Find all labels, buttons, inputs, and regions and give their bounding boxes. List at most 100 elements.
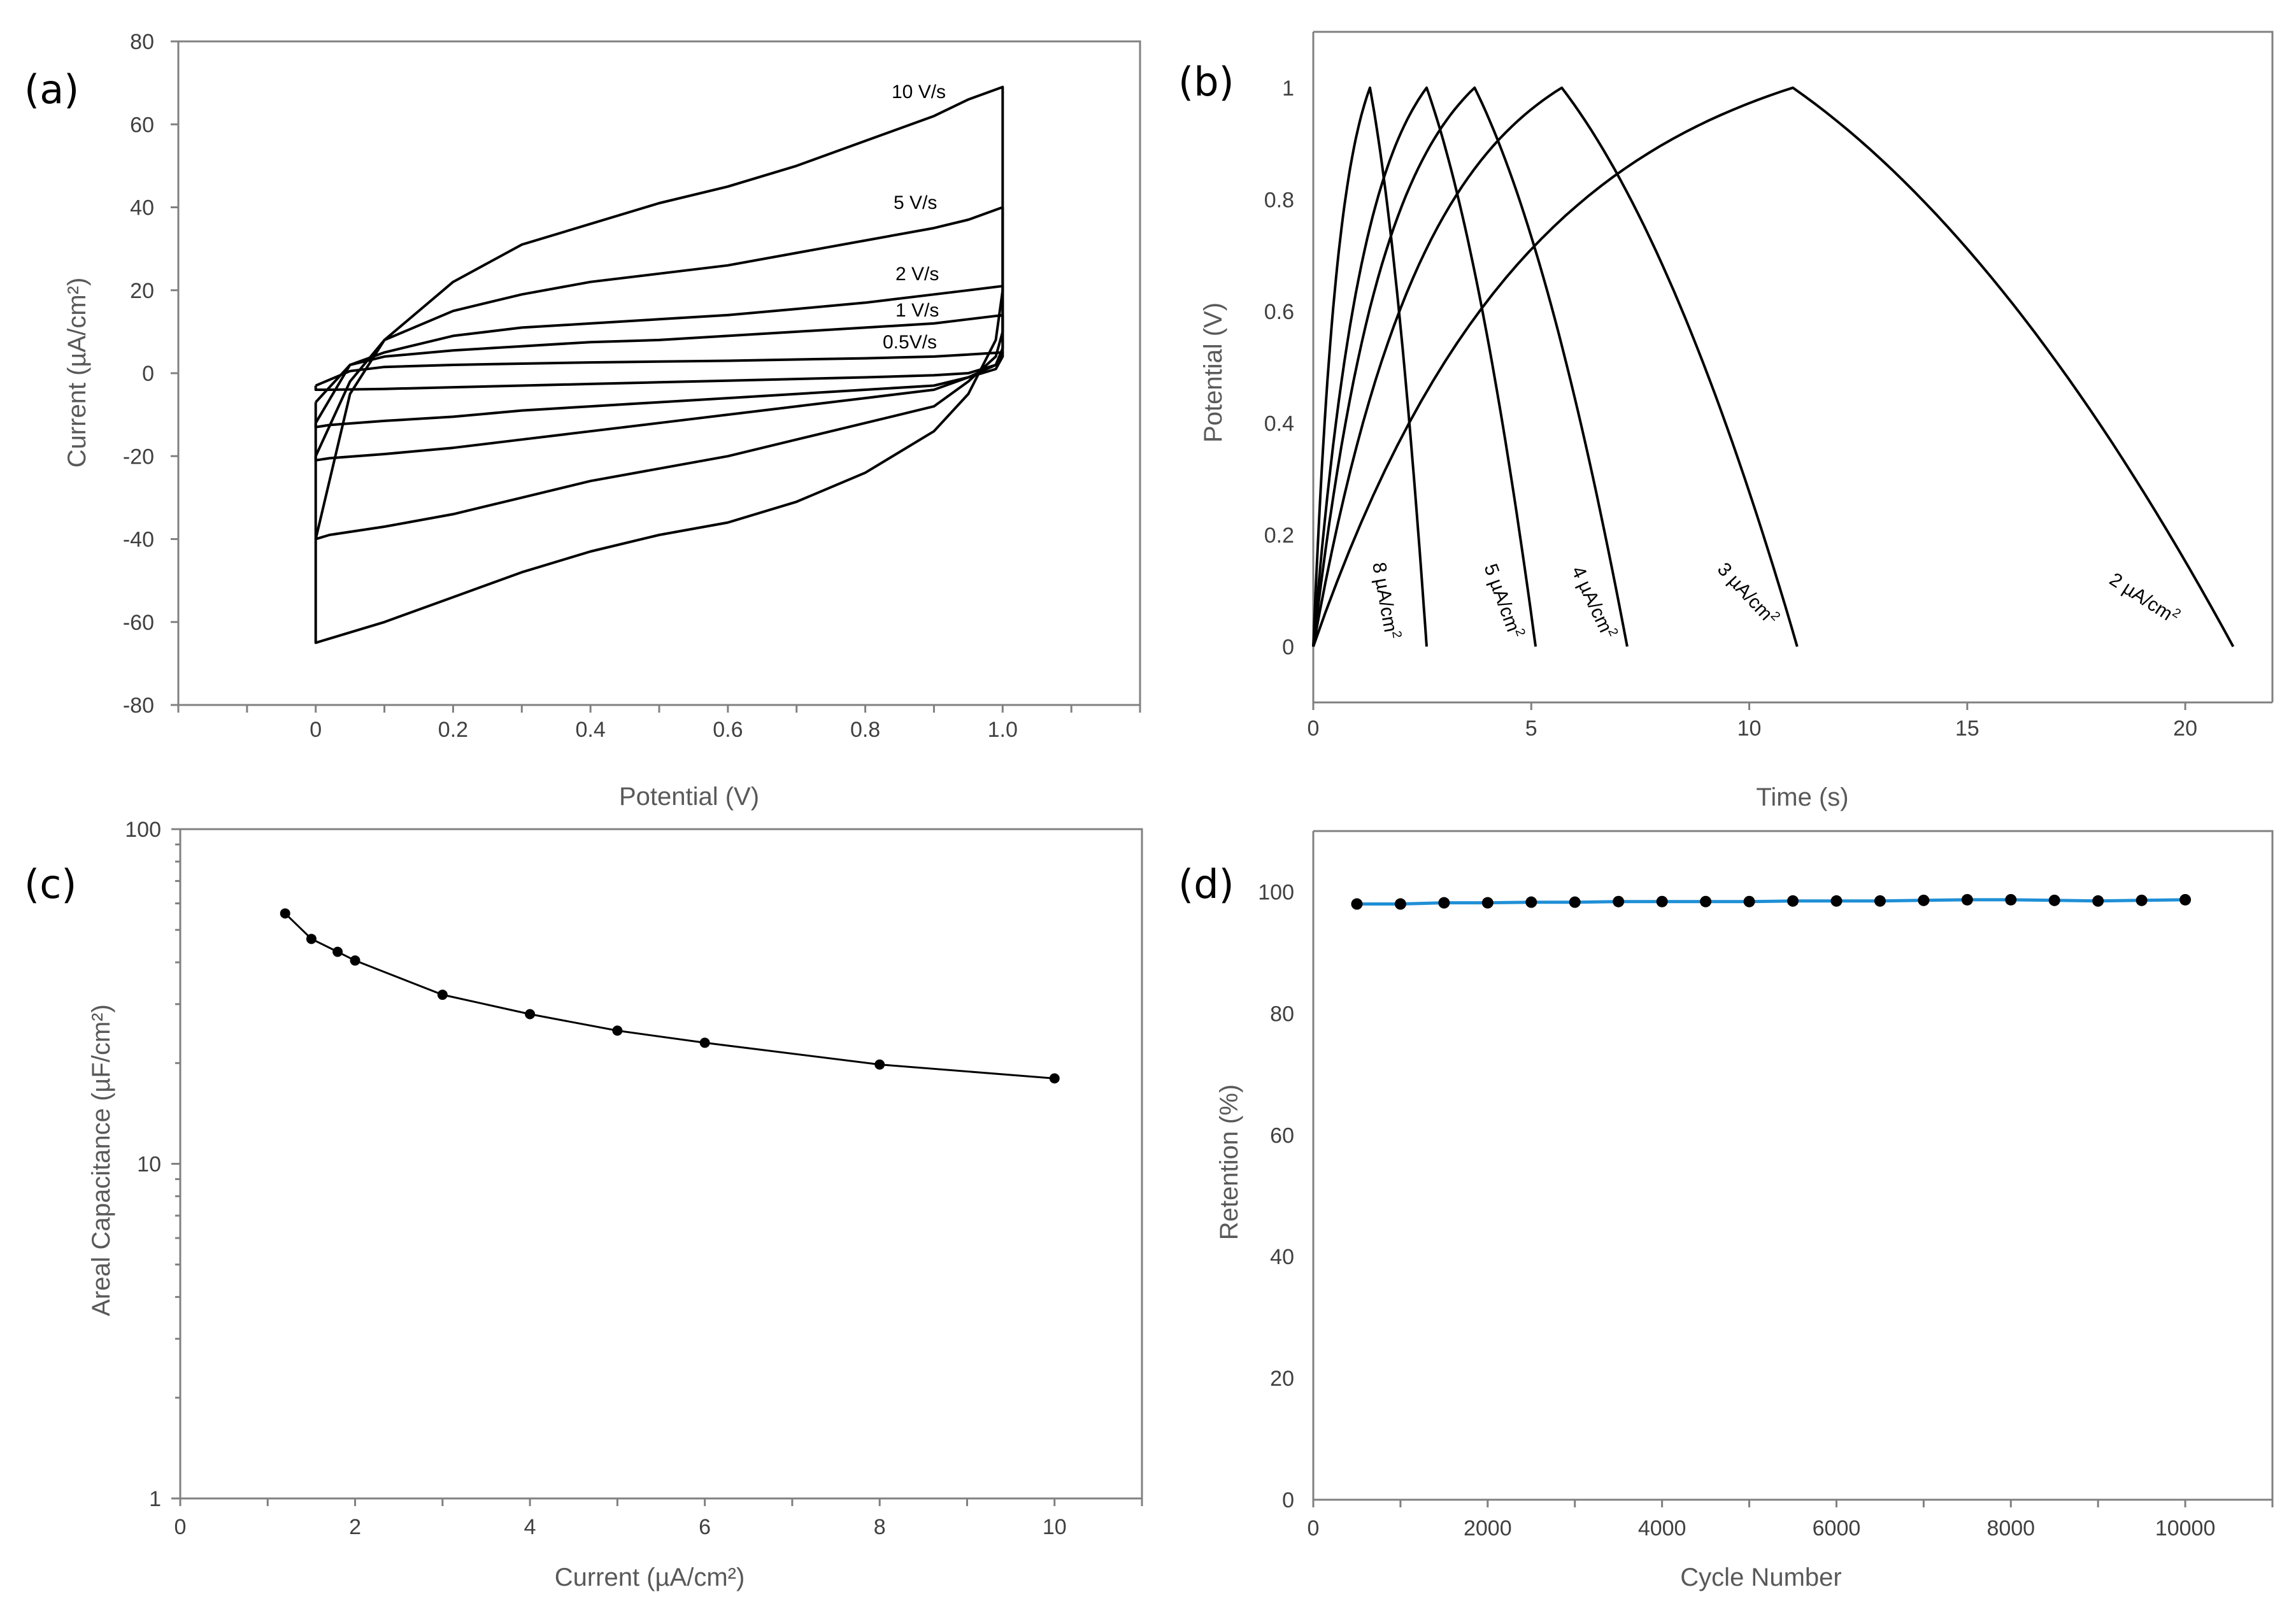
panel-a: (a) -80 -60 -40 -20 0 20 40 60 80 0 0.2 0.4 0.6 0.8 1.… (24, 30, 1141, 811)
label-8ua: 8 µA/cm2 (1368, 560, 1404, 641)
panel-c: (c) 1 10 100 0 2 4 6 8 10 Current (µA/cm²) Areal… (24, 818, 1143, 1591)
panel-d-ytick-label: 80 (1270, 1002, 1294, 1026)
capacitance-point (699, 1037, 710, 1048)
label-5vs: 5 V/s (894, 192, 937, 213)
panel-a-xlabel: Potential (V) (619, 783, 759, 811)
retention-point (1830, 895, 1843, 907)
panel-d-xtick-label: 6000 (1813, 1516, 1861, 1540)
gcd-curve (1312, 86, 1537, 647)
panel-a-ticks: -80 -60 -40 -20 0 20 40 60 80 0 0.2 0.4 0.6 0.8 1.0 (123, 30, 1141, 742)
capacitance-point (874, 1059, 885, 1070)
label-2vs: 2 V/s (895, 264, 939, 285)
panel-a-curves (314, 85, 1004, 644)
cv-curve (314, 206, 1004, 541)
panel-b-xtick-label: 5 (1525, 716, 1537, 741)
panel-c-ytick-label: 1 (149, 1487, 161, 1511)
panel-a-ylabel: Current (µA/cm²) (63, 278, 91, 468)
panel-d-xtick-label: 2000 (1464, 1516, 1512, 1540)
capacitance-point (525, 1009, 536, 1020)
panel-c-label: (c) (24, 861, 76, 907)
retention-point (1743, 895, 1755, 907)
panel-c-xtick-label: 0 (175, 1515, 187, 1539)
panel-d-xtick-label: 0 (1308, 1516, 1320, 1540)
panel-a-xtick-label: 1.0 (988, 718, 1018, 742)
retention-point (2136, 894, 2148, 906)
panel-d-xtick-label: 10000 (2155, 1516, 2216, 1540)
gcd-curve (1312, 86, 2235, 648)
capacitance-point (280, 908, 290, 919)
retention-point (1569, 896, 1581, 908)
panel-c-xtick-label: 8 (874, 1515, 886, 1539)
panel-c-xtick-label: 10 (1043, 1515, 1067, 1539)
panel-b-xlabel: Time (s) (1756, 783, 1848, 811)
panel-a-ytick-label: 80 (130, 30, 154, 54)
gcd-curve (1312, 86, 1799, 647)
panel-c-ticks: 1 10 100 0 2 4 6 8 10 (125, 818, 1143, 1539)
capacitance-point (350, 955, 360, 966)
label-1vs: 1 V/s (895, 300, 939, 321)
label-05vs: 0.5V/s (883, 332, 937, 353)
panel-d-ytick-label: 60 (1270, 1123, 1294, 1148)
panel-b-ytick-label: 0.6 (1264, 300, 1294, 324)
retention-point (2005, 893, 2017, 906)
capacitance-point (612, 1025, 623, 1036)
panel-b-label: (b) (1178, 59, 1234, 105)
panel-d-xtick-label: 4000 (1638, 1516, 1686, 1540)
gcd-curve (1312, 86, 1629, 647)
label-3ua: 3 µA/cm2 (1713, 557, 1783, 630)
panel-c-xtick-label: 6 (699, 1515, 711, 1539)
panel-a-xtick-label: 0 (310, 718, 322, 742)
panel-b-ytick-label: 0.8 (1264, 188, 1294, 212)
panel-d-ytick-label: 100 (1258, 880, 1294, 904)
capacitance-point (1049, 1073, 1060, 1084)
panel-b: (b) 00.20.40.60.810 5 10 15 20 8 µA/cm2 5 µA… (1178, 31, 2274, 811)
panel-d-series (1351, 893, 2192, 910)
panel-b-curves (1312, 86, 2235, 648)
panel-b-ytick-label: 1 (1282, 76, 1294, 101)
panel-b-xtick-label: 20 (2173, 716, 2197, 741)
panel-c-ytick-label: 10 (137, 1153, 161, 1177)
retention-point (2179, 893, 2192, 906)
panel-b-ticks: 00.20.40.60.810 5 10 15 20 (1264, 32, 2272, 741)
retention-line (1357, 898, 2186, 906)
retention-point (1438, 897, 1450, 909)
panel-a-ytick-label: 20 (130, 279, 154, 303)
panel-d-ylabel: Retention (%) (1215, 1085, 1243, 1241)
panel-d: (d) 0 20 40 60 80 100 0 2000 4000 6000 8000 10000 C… (1178, 830, 2274, 1591)
panel-a-ytick-label: -80 (123, 694, 154, 718)
panel-c-xlabel: Current (µA/cm²) (555, 1563, 745, 1591)
gcd-curve (1312, 86, 1428, 647)
retention-point (1525, 896, 1537, 908)
panel-a-curve-labels: 10 V/s 5 V/s 2 V/s 1 V/s 0.5V/s (883, 82, 946, 353)
panel-a-label: (a) (24, 66, 79, 113)
retention-point (1961, 893, 1973, 906)
retention-point (2048, 894, 2060, 906)
panel-a-ytick-label: -40 (123, 528, 154, 552)
panel-b-ytick-label: 0 (1282, 635, 1294, 659)
panel-b-ytick-label: 0.4 (1264, 411, 1294, 436)
panel-c-ytick-label: 100 (125, 818, 161, 842)
panel-b-xtick-label: 15 (1955, 716, 1979, 741)
panel-b-ylabel: Potential (V) (1199, 302, 1227, 443)
panel-a-ytick-label: 0 (142, 362, 154, 386)
panel-c-xtick-label: 4 (524, 1515, 536, 1539)
retention-point (2092, 895, 2104, 907)
label-5ua: 5 µA/cm2 (1480, 560, 1527, 641)
panel-c-xtick-label: 2 (349, 1515, 361, 1539)
panel-d-ticks: 0 20 40 60 80 100 0 2000 4000 6000 8000 10000 (1258, 831, 2274, 1540)
panel-d-frame (1313, 830, 2274, 1500)
panel-a-xtick-label: 0.8 (850, 718, 880, 742)
panel-b-xtick-label: 10 (1737, 716, 1762, 741)
retention-point (1918, 894, 1930, 906)
capacitance-line (284, 913, 1055, 1079)
panel-b-xtick-label: 0 (1308, 716, 1320, 741)
capacitance-point (332, 946, 343, 957)
panel-a-frame (177, 40, 1141, 706)
retention-point (1874, 895, 1886, 907)
panel-d-ytick-label: 0 (1282, 1488, 1294, 1512)
capacitance-point (306, 934, 317, 944)
panel-d-ytick-label: 40 (1270, 1245, 1294, 1269)
panel-c-series (280, 908, 1060, 1084)
retention-point (1613, 895, 1625, 907)
panel-d-ytick-label: 20 (1270, 1367, 1294, 1391)
